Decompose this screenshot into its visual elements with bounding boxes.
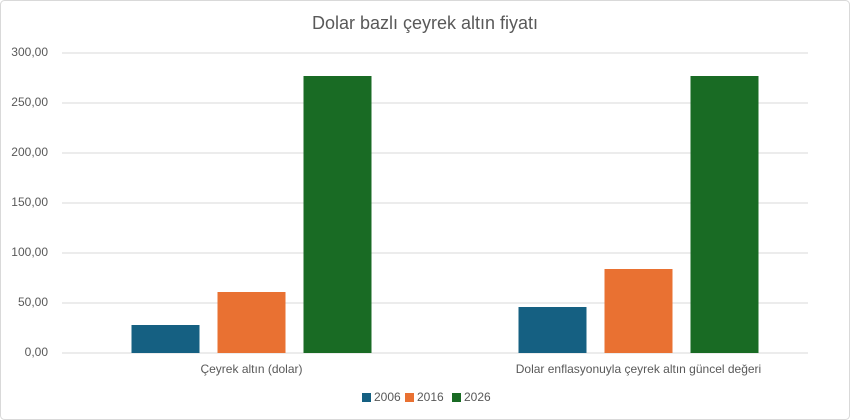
- y-tick-label: 0,00: [25, 345, 49, 359]
- legend-label: 2006: [374, 390, 401, 404]
- x-tick-label: Dolar enflasyonuyla çeyrek altın güncel …: [516, 362, 761, 376]
- y-tick-label: 100,00: [11, 245, 48, 259]
- legend-swatch: [452, 393, 461, 402]
- y-tick-label: 250,00: [11, 95, 48, 109]
- y-tick-label: 200,00: [11, 145, 48, 159]
- y-tick-label: 150,00: [11, 195, 48, 209]
- bar: [604, 269, 673, 353]
- bar: [690, 76, 759, 353]
- bar: [217, 292, 286, 353]
- bar: [518, 307, 587, 353]
- bar: [131, 325, 200, 353]
- x-tick-label: Çeyrek altın (dolar): [200, 362, 302, 376]
- legend-label: 2026: [464, 390, 491, 404]
- y-tick-label: 300,00: [11, 45, 48, 59]
- legend-swatch: [362, 393, 371, 402]
- legend-label: 2016: [417, 390, 444, 404]
- bar: [303, 76, 372, 353]
- y-tick-label: 50,00: [18, 295, 48, 309]
- legend-swatch: [405, 393, 414, 402]
- chart-title: Dolar bazlı çeyrek altın fiyatı: [312, 13, 538, 33]
